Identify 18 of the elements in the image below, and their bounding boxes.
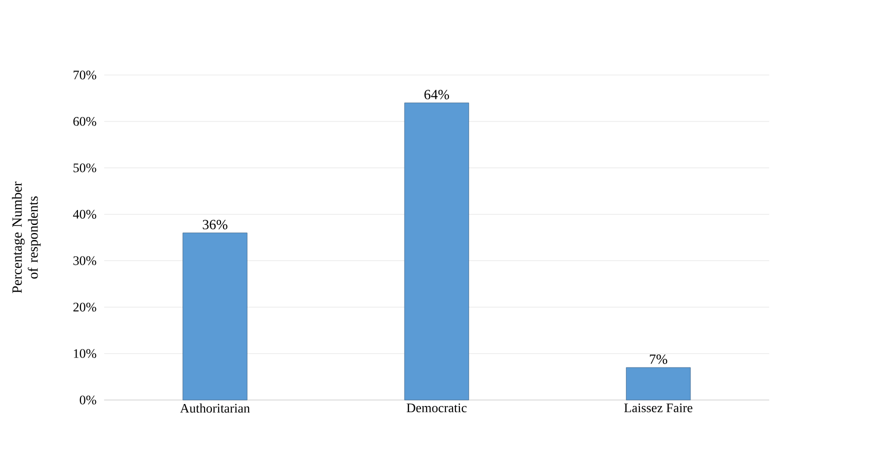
- data-label: 7%: [650, 354, 668, 364]
- y-tick-label: 70%: [74, 70, 96, 80]
- y-tick-label: 50%: [74, 163, 96, 172]
- bar: [182, 232, 248, 400]
- bar: [404, 102, 470, 400]
- x-tick-label: Laissez Faire: [624, 404, 692, 412]
- y-axis-title: Percentage Number of respondents: [12, 182, 41, 294]
- y-tick-label: 0%: [80, 396, 96, 404]
- bar: [626, 367, 691, 400]
- y-tick-label: 60%: [73, 117, 96, 126]
- y-tick-label: 20%: [73, 302, 96, 312]
- y-tick-label: 40%: [73, 210, 96, 219]
- x-tick-label: Authoritarian: [180, 404, 250, 413]
- x-tick-label: Democratic: [406, 404, 467, 412]
- data-label: 64%: [424, 90, 450, 100]
- y-tick-label: 30%: [73, 256, 96, 266]
- data-label: 36%: [202, 220, 228, 230]
- y-tick-label: 10%: [74, 349, 96, 358]
